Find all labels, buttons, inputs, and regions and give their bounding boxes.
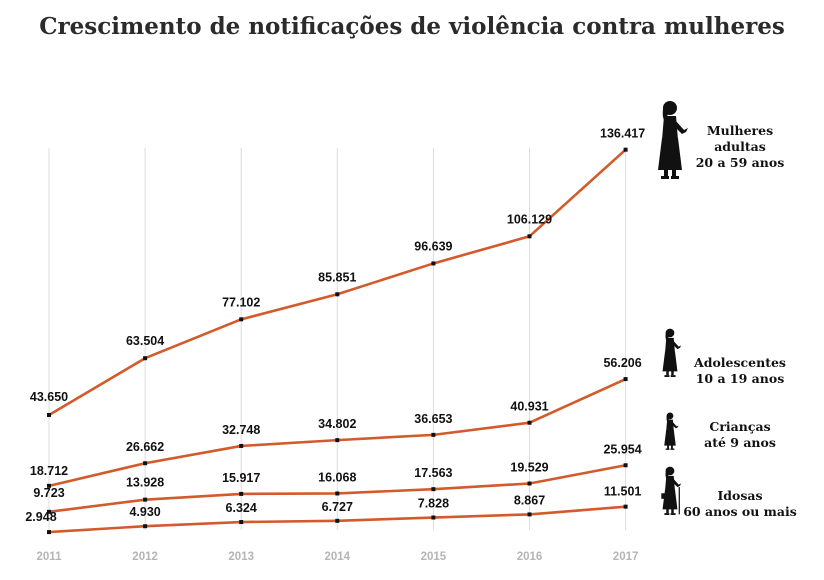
legend-label: Adolescentes xyxy=(693,355,786,370)
legend-label: 10 a 19 anos xyxy=(696,371,785,386)
data-point xyxy=(623,147,628,152)
data-point xyxy=(431,487,436,492)
x-tick-2017: 2017 xyxy=(613,551,639,563)
data-label: 106.129 xyxy=(507,212,552,226)
data-point xyxy=(623,463,628,468)
series-lines xyxy=(47,147,628,535)
adult-woman-silhouette-icon xyxy=(658,101,688,179)
x-tick-2014: 2014 xyxy=(325,551,351,563)
x-tick-2012: 2012 xyxy=(132,551,158,563)
data-label: 25.954 xyxy=(603,442,641,456)
data-point xyxy=(431,432,436,437)
data-point xyxy=(47,483,51,488)
x-axis-ticks: 2011 2012 2013 2014 2015 2016 2017 xyxy=(37,551,639,563)
x-tick-2015: 2015 xyxy=(421,551,447,563)
x-tick-2016: 2016 xyxy=(517,551,543,563)
data-label: 18.712 xyxy=(30,464,68,478)
data-point xyxy=(47,509,51,514)
series-3 xyxy=(47,463,628,514)
legend-label: 60 anos ou mais xyxy=(683,504,797,519)
data-point xyxy=(143,524,148,529)
data-label: 9.723 xyxy=(33,486,64,500)
teen-girl-silhouette-icon xyxy=(662,328,682,377)
data-label: 17.563 xyxy=(414,466,452,480)
data-label: 6.727 xyxy=(322,500,353,514)
data-point xyxy=(143,461,148,466)
chart-title: Crescimento de notificações de violência… xyxy=(39,13,785,40)
data-point xyxy=(431,261,436,266)
data-point xyxy=(239,443,244,448)
data-point xyxy=(335,518,340,523)
data-labels: 43.650 63.504 77.102 85.851 96.639 106.129 136… xyxy=(25,127,645,524)
data-point xyxy=(335,292,340,297)
x-tick-2013: 2013 xyxy=(228,551,254,563)
data-label: 7.828 xyxy=(418,497,449,511)
legend-label: Crianças xyxy=(709,419,770,434)
series-1 xyxy=(47,147,628,417)
data-label: 16.068 xyxy=(318,470,356,484)
data-label: 63.504 xyxy=(126,334,164,348)
data-label: 8.867 xyxy=(514,493,545,507)
child-girl-silhouette-icon xyxy=(664,412,679,450)
data-point xyxy=(527,512,532,517)
data-point xyxy=(623,504,628,509)
legend-label: adultas xyxy=(714,139,766,154)
legend-label: até 9 anos xyxy=(704,435,776,450)
data-point xyxy=(143,497,148,502)
series-2 xyxy=(47,377,628,488)
data-point xyxy=(335,491,340,496)
data-label: 6.324 xyxy=(226,501,257,515)
data-label: 136.417 xyxy=(600,127,645,141)
x-tick-2011: 2011 xyxy=(37,551,63,563)
data-label: 43.650 xyxy=(30,390,68,404)
data-label: 96.639 xyxy=(414,239,452,253)
data-label: 26.662 xyxy=(126,440,164,454)
data-label: 13.928 xyxy=(126,476,164,490)
data-label: 2.948 xyxy=(25,510,56,524)
legend-label: Idosas xyxy=(717,488,762,503)
data-label: 36.653 xyxy=(414,412,452,426)
data-label: 11.501 xyxy=(604,485,642,499)
data-point xyxy=(527,234,532,239)
grid-lines xyxy=(48,148,627,530)
data-label: 40.931 xyxy=(510,400,548,414)
data-point xyxy=(335,438,340,443)
data-point xyxy=(47,530,51,535)
legend-label: Mulheres xyxy=(707,123,773,138)
data-point xyxy=(527,481,532,486)
data-point xyxy=(47,412,51,417)
data-point xyxy=(623,377,628,382)
data-label: 19.529 xyxy=(510,460,548,474)
data-label: 85.851 xyxy=(318,270,356,284)
data-label: 56.206 xyxy=(603,356,641,370)
data-point xyxy=(239,491,244,496)
data-point xyxy=(431,515,436,520)
series-4 xyxy=(47,504,628,535)
data-label: 4.930 xyxy=(129,505,160,519)
data-point xyxy=(239,520,244,525)
legend-label: 20 a 59 anos xyxy=(696,155,785,170)
data-label: 32.748 xyxy=(222,423,260,437)
data-point xyxy=(527,420,532,425)
data-label: 77.102 xyxy=(222,295,260,309)
data-label: 15.917 xyxy=(222,471,260,485)
elderly-woman-silhouette-icon xyxy=(661,466,682,515)
data-point xyxy=(239,317,244,322)
data-point xyxy=(143,356,148,361)
data-label: 34.802 xyxy=(318,417,356,431)
